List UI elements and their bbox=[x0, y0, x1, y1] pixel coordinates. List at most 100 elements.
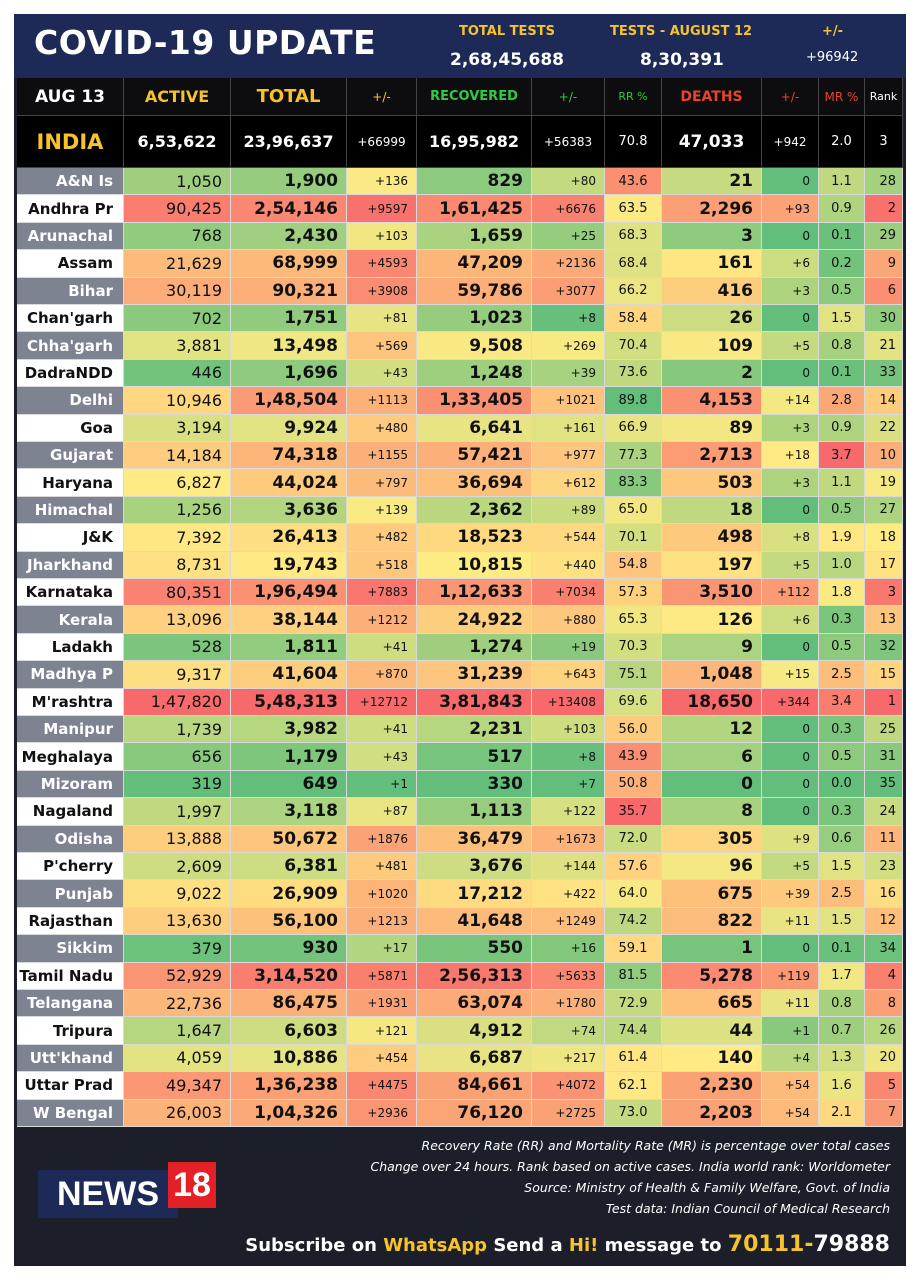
cell-active: 52,929 bbox=[124, 962, 231, 990]
cell-mr: 0.5 bbox=[819, 496, 865, 525]
cell-total: 2,54,146 bbox=[231, 195, 347, 223]
cell-total-change: +480 bbox=[347, 414, 417, 442]
cell-deaths-change: 0 bbox=[762, 359, 819, 388]
state-name: Jharkhand bbox=[17, 551, 124, 579]
cell-active: 1,050 bbox=[124, 168, 231, 196]
cell-total: 26,413 bbox=[231, 524, 347, 552]
cell-total: 86,475 bbox=[231, 990, 347, 1018]
cell-rr: 63.5 bbox=[605, 195, 662, 223]
table-row: Uttar Prad 49,347 1,36,238 +4475 84,661 +4072… bbox=[17, 1072, 903, 1100]
cell-total-change: +136 bbox=[347, 168, 417, 196]
cell-recovered-change: +643 bbox=[532, 661, 605, 689]
cell-rank: 28 bbox=[865, 168, 903, 196]
total-header: TOTAL bbox=[231, 78, 347, 116]
cell-deaths-change: +14 bbox=[762, 387, 819, 415]
cell-active: 13,630 bbox=[124, 907, 231, 936]
cell-rr: 54.8 bbox=[605, 551, 662, 579]
table-row: Andhra Pr 90,425 2,54,146 +9597 1,61,425 +667… bbox=[17, 195, 903, 223]
deaths-header: DEATHS bbox=[662, 78, 762, 116]
cell-total-change: +1020 bbox=[347, 880, 417, 908]
cell-deaths: 2 bbox=[662, 359, 762, 388]
cell-mr: 0.9 bbox=[819, 414, 865, 442]
table-row: Manipur 1,739 3,982 +41 2,231 +103 56.0 12 0 0.3 2… bbox=[17, 716, 903, 744]
cell-rr: 70.1 bbox=[605, 524, 662, 552]
cell-recovered-change: +89 bbox=[532, 496, 605, 525]
cell-active: 9,317 bbox=[124, 661, 231, 689]
cell-total-change: +17 bbox=[347, 935, 417, 963]
cell-total: 1,36,238 bbox=[231, 1072, 347, 1100]
cell-total-change: +9597 bbox=[347, 195, 417, 223]
state-name: Sikkim bbox=[17, 935, 124, 963]
cell-mr: 0.1 bbox=[819, 935, 865, 963]
cell-active: 3,881 bbox=[124, 332, 231, 360]
cell-total-change: +41 bbox=[347, 633, 417, 662]
cell-total: 1,900 bbox=[231, 168, 347, 196]
cell-deaths-change: +112 bbox=[762, 579, 819, 607]
state-name: P'cherry bbox=[17, 853, 124, 881]
cell-deaths: 3,510 bbox=[662, 579, 762, 607]
cell-total: 41,604 bbox=[231, 661, 347, 689]
cell-deaths-change: +4 bbox=[762, 1044, 819, 1073]
cell-active: 30,119 bbox=[124, 277, 231, 305]
cell-deaths-change: +5 bbox=[762, 332, 819, 360]
cell-deaths-change: +6 bbox=[762, 250, 819, 278]
cell-recovered-change: +5633 bbox=[532, 962, 605, 990]
cell-active: 528 bbox=[124, 633, 231, 662]
cell-rank: 2 bbox=[865, 195, 903, 223]
cell-total-change: +4475 bbox=[347, 1072, 417, 1100]
cell-total-change: +454 bbox=[347, 1044, 417, 1073]
cell-mr: 1.0 bbox=[819, 551, 865, 579]
cell-deaths: 18 bbox=[662, 496, 762, 525]
cell-rr: 73.0 bbox=[605, 1099, 662, 1127]
cell-total: 13,498 bbox=[231, 332, 347, 360]
active-header: ACTIVE bbox=[124, 78, 231, 116]
cell-deaths-change: +344 bbox=[762, 688, 819, 716]
cell-mr: 0.5 bbox=[819, 277, 865, 305]
cell-recovered: 550 bbox=[417, 935, 532, 963]
india-rr: 70.8 bbox=[605, 116, 662, 168]
cell-total: 56,100 bbox=[231, 907, 347, 936]
cell-total: 68,999 bbox=[231, 250, 347, 278]
tests-change-label: +/- bbox=[822, 24, 844, 39]
state-name: Punjab bbox=[17, 880, 124, 908]
cell-rr: 70.4 bbox=[605, 332, 662, 360]
india-total: 23,96,637 bbox=[231, 116, 347, 168]
cell-recovered: 1,61,425 bbox=[417, 195, 532, 223]
cell-deaths-change: 0 bbox=[762, 168, 819, 196]
hi-text: Hi! bbox=[568, 1235, 599, 1256]
cell-recovered-change: +1021 bbox=[532, 387, 605, 415]
cell-deaths: 503 bbox=[662, 469, 762, 497]
cell-total: 19,743 bbox=[231, 551, 347, 579]
state-name: Chan'garh bbox=[17, 305, 124, 333]
cell-mr: 1.1 bbox=[819, 168, 865, 196]
cell-deaths-change: 0 bbox=[762, 496, 819, 525]
cell-deaths: 12 bbox=[662, 716, 762, 744]
state-name: Kerala bbox=[17, 606, 124, 634]
cell-rank: 24 bbox=[865, 798, 903, 826]
table-row: Chha'garh 3,881 13,498 +569 9,508 +269 70.4 109… bbox=[17, 332, 903, 360]
recovered-header: RECOVERED bbox=[417, 78, 532, 116]
state-name: Tamil Nadu bbox=[17, 962, 124, 990]
cell-deaths: 18,650 bbox=[662, 688, 762, 716]
table-row: Goa 3,194 9,924 +480 6,641 +161 66.9 89 +3 0.9 22 bbox=[17, 414, 903, 442]
cell-total-change: +3908 bbox=[347, 277, 417, 305]
cell-rr: 75.1 bbox=[605, 661, 662, 689]
table-row: Sikkim 379 930 +17 550 +16 59.1 1 0 0.1 34 bbox=[17, 935, 903, 963]
cell-rr: 57.3 bbox=[605, 579, 662, 607]
cell-rr: 68.3 bbox=[605, 222, 662, 251]
cell-recovered: 6,687 bbox=[417, 1044, 532, 1073]
cell-rank: 21 bbox=[865, 332, 903, 360]
cell-total-change: +87 bbox=[347, 798, 417, 826]
table-row: Ladakh 528 1,811 +41 1,274 +19 70.3 9 0 0.5 32 bbox=[17, 633, 903, 662]
cell-rank: 33 bbox=[865, 359, 903, 388]
cell-recovered: 36,694 bbox=[417, 469, 532, 497]
state-name: Arunachal bbox=[17, 222, 124, 251]
cell-deaths: 89 bbox=[662, 414, 762, 442]
cell-total-change: +4593 bbox=[347, 250, 417, 278]
footnote-rates: Recovery Rate (RR) and Mortality Rate (M… bbox=[421, 1138, 890, 1153]
cell-recovered-change: +880 bbox=[532, 606, 605, 634]
cell-recovered-change: +544 bbox=[532, 524, 605, 552]
cell-rank: 3 bbox=[865, 579, 903, 607]
cell-recovered-change: +977 bbox=[532, 442, 605, 470]
cell-active: 2,609 bbox=[124, 853, 231, 881]
